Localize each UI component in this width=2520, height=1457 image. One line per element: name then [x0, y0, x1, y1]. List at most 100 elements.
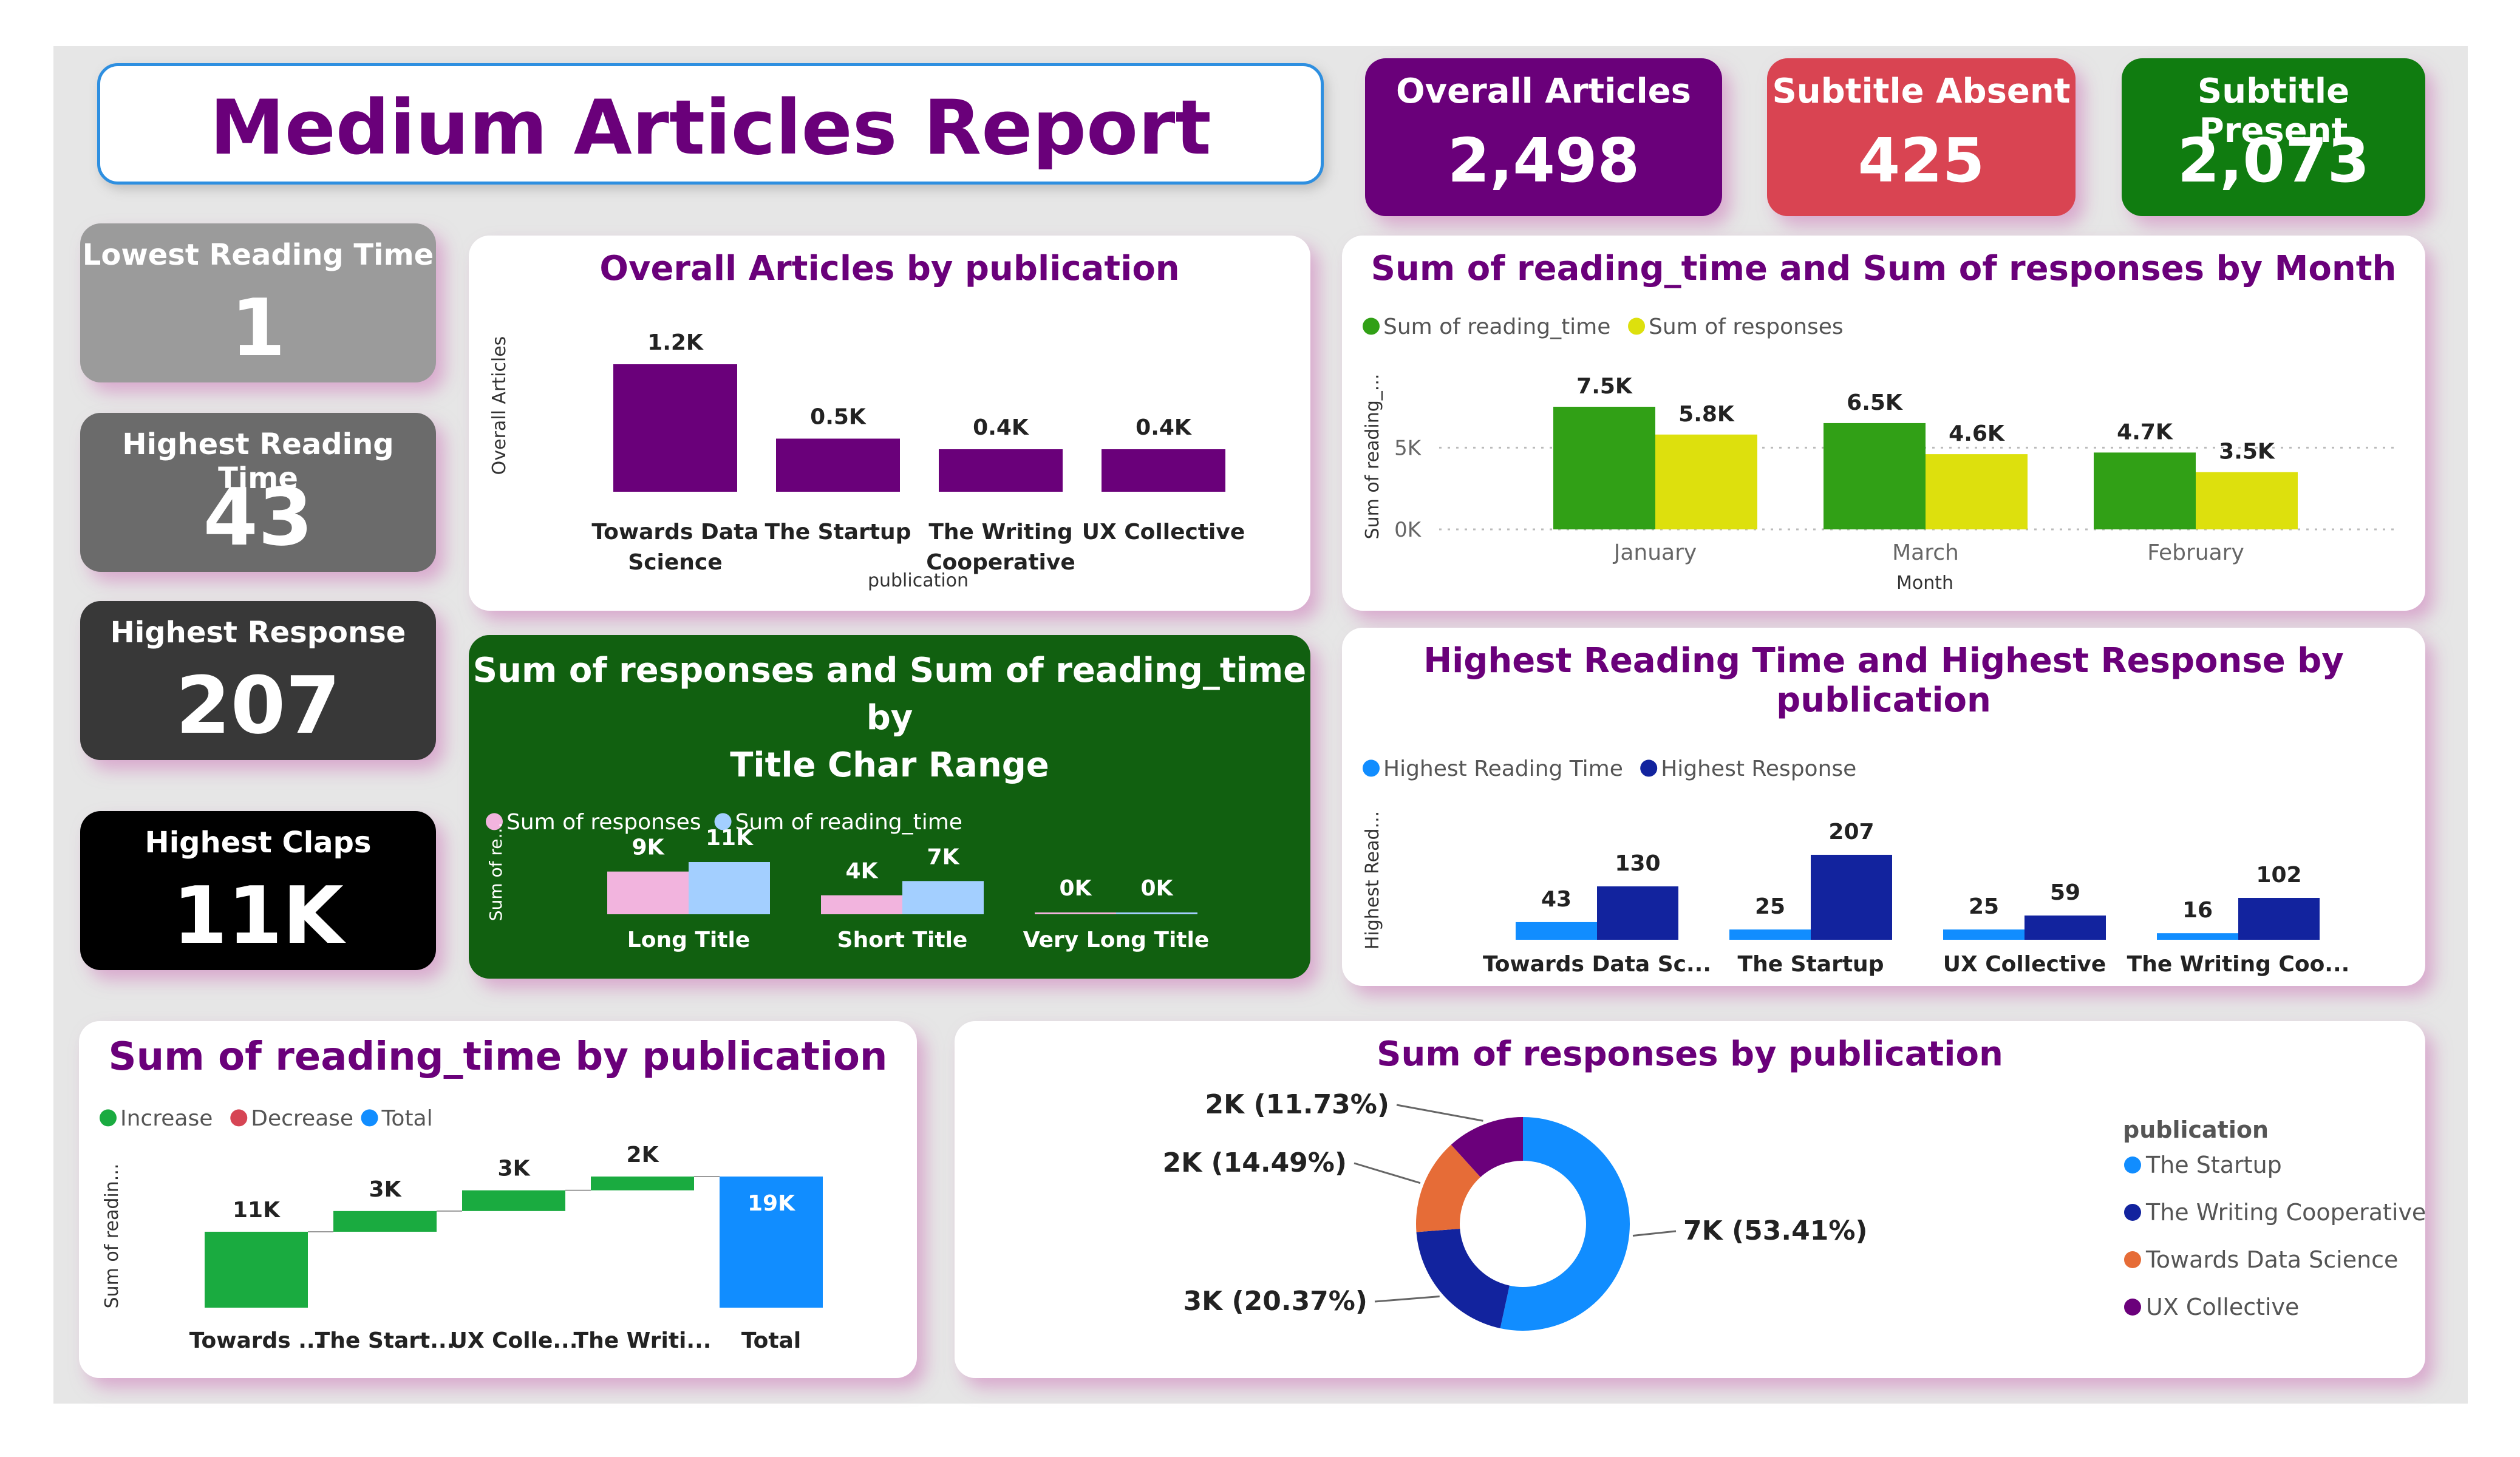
bar	[1824, 423, 1926, 529]
legend-marker	[1628, 318, 1646, 335]
bar	[1116, 912, 1197, 914]
chart-title: Highest Reading Time and Highest Respons…	[1423, 641, 2344, 720]
chart-title: Sum of reading_time and Sum of responses…	[1371, 249, 2397, 288]
kpi-value: 2,498	[1447, 125, 1640, 196]
donut-slice	[1416, 1228, 1510, 1328]
data-label: 0.4K	[973, 415, 1029, 440]
legend-marker	[2124, 1299, 2141, 1316]
chart-responses-reading-time-by-char-range: Sum of responses and Sum of reading_time…	[469, 635, 1310, 979]
data-label: 9K	[632, 835, 665, 860]
card-highest-reading-time: Highest Reading Time 43	[80, 413, 436, 572]
donut-slice	[1416, 1144, 1481, 1232]
legend-marker	[100, 1109, 117, 1127]
category-label: UX Colle...	[450, 1328, 578, 1353]
leader-line	[1354, 1162, 1421, 1184]
legend-title: publication	[2123, 1116, 2269, 1143]
slice-label: 3K (20.37%)	[1183, 1286, 1367, 1317]
y-axis-label: Overall Articles	[489, 336, 510, 475]
data-label: 7.5K	[1576, 374, 1633, 399]
kpi-value: 2,073	[2177, 125, 2370, 196]
highest-bar-chart: Highest Reading Time Highest Response 43 13…	[1362, 756, 2350, 986]
y-axis-label: Highest Read...	[1362, 811, 1383, 949]
bar	[1516, 922, 1597, 940]
category-label: UX Collective	[1943, 952, 2106, 977]
data-label: 4K	[846, 859, 879, 884]
card-value: 1	[230, 282, 286, 374]
data-label: 3.5K	[2219, 440, 2275, 464]
leader-line	[1632, 1230, 1677, 1237]
x-axis-label: publication	[1864, 985, 1964, 986]
month-bar-chart: Sum of reading_time Sum of responses 0K 5K 7…	[1362, 314, 2399, 594]
category-label: January	[1613, 540, 1697, 565]
bar	[2025, 915, 2106, 940]
legend-label: The Startup	[2145, 1152, 2282, 1178]
legend-label: Sum of reading_time	[735, 810, 962, 835]
bar	[689, 862, 770, 914]
kpi-overall-articles: Overall Articles 2,498	[1365, 58, 1722, 216]
bar	[2238, 898, 2320, 940]
category-label: March	[1892, 540, 1959, 565]
card-highest-claps: Highest Claps 11K	[80, 811, 436, 970]
bar	[1943, 929, 2025, 940]
donut-chart: 7K (53.41%) 3K (20.37%) 2K (14.49%) 2K (11.…	[1162, 1089, 2425, 1331]
data-label: 0K	[1141, 876, 1174, 901]
data-label: 11K	[233, 1198, 281, 1223]
y-tick-label: 5K	[1394, 436, 1422, 460]
legend-label: Sum of reading_time	[1383, 314, 1610, 339]
legend-marker	[1363, 318, 1380, 335]
category-label: The Writing Coo...	[2127, 952, 2350, 977]
data-label: 3K	[498, 1156, 531, 1181]
data-label: 4.7K	[2117, 419, 2173, 444]
legend-label: Sum of responses	[1649, 314, 1844, 339]
chart-title-line-2: Title Char Range	[730, 745, 1049, 785]
chart-highest-rt-response-by-publication: Highest Reading Time and Highest Respons…	[1342, 628, 2425, 986]
card-lowest-reading-time: Lowest Reading Time 1	[80, 223, 436, 382]
category-label: Total	[741, 1328, 801, 1353]
data-label: 130	[1615, 851, 1660, 876]
bar	[1655, 434, 1757, 529]
bar	[205, 1231, 308, 1308]
data-label: 7K	[927, 844, 960, 869]
chart-reading-time-waterfall: Sum of reading_time by publication Incre…	[79, 1021, 917, 1378]
category-label: Very Long Title	[1023, 928, 1210, 953]
legend-label: Increase	[120, 1106, 213, 1131]
data-label: 0.5K	[810, 405, 867, 430]
legend-label: Decrease	[251, 1106, 353, 1131]
chart-title: Overall Articles by publication	[599, 249, 1180, 288]
category-label: Long Title	[627, 928, 750, 953]
category-label: February	[2147, 540, 2244, 565]
x-axis-label: Month	[1896, 572, 1953, 594]
bar	[821, 895, 902, 914]
legend-marker	[230, 1109, 248, 1127]
y-tick-label: 0K	[1394, 518, 1422, 542]
data-label: 6.5K	[1847, 390, 1903, 415]
y-axis-label: Sum of readin...	[101, 1164, 123, 1309]
data-label: 2K	[627, 1143, 659, 1167]
card-value: 207	[175, 659, 341, 752]
data-label: 1.2K	[647, 330, 704, 355]
slice-label: 2K (14.49%)	[1162, 1147, 1347, 1178]
x-axis-label: publication	[868, 570, 969, 591]
kpi-subtitle-present: Subtitle Present 2,073	[2122, 58, 2425, 216]
data-label: 102	[2256, 863, 2301, 888]
leader-line	[1396, 1104, 1483, 1122]
data-label: 3K	[369, 1177, 402, 1202]
legend-marker	[1640, 759, 1658, 777]
card-label: Highest Response	[110, 616, 406, 650]
data-label: 19K	[747, 1191, 795, 1216]
bar	[902, 881, 984, 914]
slice-label: 7K (53.41%)	[1683, 1215, 1868, 1246]
bar	[613, 364, 737, 492]
kpi-label: Overall Articles	[1395, 72, 1691, 111]
leader-line	[1374, 1296, 1440, 1303]
bar	[1926, 454, 2028, 529]
y-axis-label: Sum of re...	[486, 823, 506, 921]
bar	[939, 449, 1063, 492]
bar	[333, 1211, 437, 1232]
articles-bar-chart: 1.2K Towards Data Science 0.5K The Startup 0.…	[489, 330, 1245, 591]
card-highest-response: Highest Response 207	[80, 601, 436, 760]
legend-label: Sum of responses	[506, 810, 701, 835]
category-label: The Writi...	[574, 1328, 712, 1353]
bar	[591, 1177, 694, 1190]
chart-reading-time-responses-by-month: Sum of reading_time and Sum of responses…	[1342, 236, 2425, 611]
